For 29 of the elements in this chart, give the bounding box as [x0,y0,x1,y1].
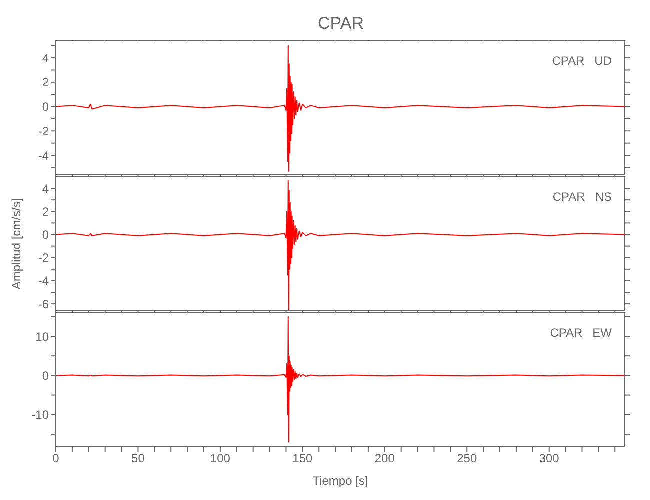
y-axis-title: Amplitud [cm/s/s] [9,198,24,290]
y-tick-label: 0 [42,100,50,114]
y-tick-label: -4 [38,274,50,288]
annotation: CPAR NS [552,190,612,204]
x-axis-title: Tiempo [s] [312,474,368,488]
y-tick-label: -2 [38,124,50,138]
annotation: CPAR EW [550,326,612,340]
x-tick-label: 0 [52,452,60,466]
x-tick-label: 300 [539,452,560,466]
y-tick-label: 4 [42,182,50,196]
y-tick-label: 2 [42,76,50,90]
y-tick-label: 4 [42,51,50,66]
x-tick-label: 50 [132,452,146,466]
x-tick-label: 150 [292,452,314,466]
y-tick-label: -4 [38,148,50,163]
y-tick-label: 2 [42,204,50,219]
y-tick-label: -10 [32,408,50,422]
y-tick-label: 0 [42,228,50,242]
y-tick-label: 10 [36,330,50,344]
x-tick-label: 200 [374,452,396,466]
chart-title: CPAR [317,13,365,35]
x-tick-label: 100 [210,452,231,466]
annotation: CPAR UD [552,54,612,68]
y-tick-label: 0 [42,368,50,383]
y-tick-label: -2 [38,251,50,266]
line-series [56,316,625,443]
x-tick-label: 250 [457,452,478,466]
line-series [56,45,625,172]
y-tick-label: -6 [38,297,50,312]
